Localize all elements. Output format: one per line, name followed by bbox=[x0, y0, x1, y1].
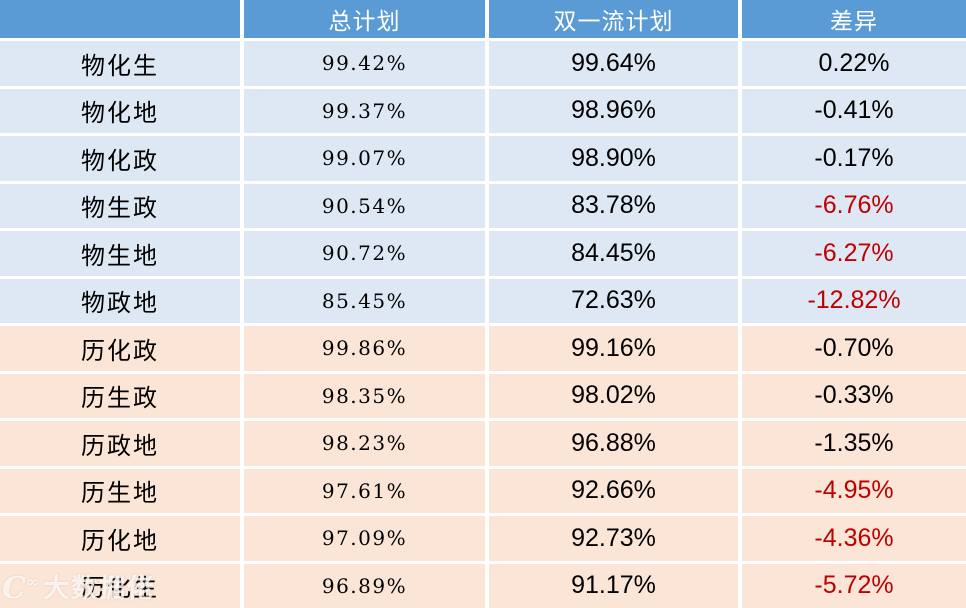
subject-combo-label: 物化生 bbox=[0, 41, 240, 86]
first-class-plan-value: 98.90% bbox=[489, 136, 738, 181]
subject-combo-label: 历政地 bbox=[0, 421, 240, 466]
subject-combo-label: 历化生 bbox=[0, 563, 240, 608]
total-plan-value: 90.54% bbox=[244, 183, 485, 228]
subject-combo-label: 历生政 bbox=[0, 373, 240, 418]
subject-combo-label: 物化政 bbox=[0, 136, 240, 181]
first-class-plan-value: 99.64% bbox=[489, 41, 738, 86]
first-class-plan-value: 92.66% bbox=[489, 468, 738, 513]
total-plan-value: 90.72% bbox=[244, 231, 485, 276]
diff-value: -12.82% bbox=[742, 278, 966, 323]
header-total-plan: 总计划 bbox=[244, 0, 485, 38]
first-class-plan-value: 98.96% bbox=[489, 88, 738, 133]
first-class-plan-value: 96.88% bbox=[489, 421, 738, 466]
diff-value: 0.22% bbox=[742, 41, 966, 86]
header-subject-combo bbox=[0, 0, 240, 38]
subject-combo-label: 物化地 bbox=[0, 88, 240, 133]
diff-value: -6.76% bbox=[742, 183, 966, 228]
total-plan-value: 97.09% bbox=[244, 516, 485, 561]
subject-combo-label: 历化地 bbox=[0, 516, 240, 561]
total-plan-value: 99.07% bbox=[244, 136, 485, 181]
diff-value: -0.33% bbox=[742, 373, 966, 418]
subject-combo-label: 历化政 bbox=[0, 326, 240, 371]
diff-value: -0.70% bbox=[742, 326, 966, 371]
diff-value: -1.35% bbox=[742, 421, 966, 466]
first-class-plan-value: 99.16% bbox=[489, 326, 738, 371]
total-plan-value: 85.45% bbox=[244, 278, 485, 323]
diff-value: -0.17% bbox=[742, 136, 966, 181]
diff-value: -5.72% bbox=[742, 563, 966, 608]
subject-combo-label: 物生地 bbox=[0, 231, 240, 276]
total-plan-value: 98.35% bbox=[244, 373, 485, 418]
first-class-plan-value: 72.63% bbox=[489, 278, 738, 323]
header-first-class-plan: 双一流计划 bbox=[489, 0, 738, 38]
diff-value: -6.27% bbox=[742, 231, 966, 276]
first-class-plan-value: 98.02% bbox=[489, 373, 738, 418]
first-class-plan-value: 92.73% bbox=[489, 516, 738, 561]
total-plan-value: 97.61% bbox=[244, 468, 485, 513]
diff-value: -4.95% bbox=[742, 468, 966, 513]
total-plan-value: 99.86% bbox=[244, 326, 485, 371]
total-plan-value: 96.89% bbox=[244, 563, 485, 608]
first-class-plan-value: 83.78% bbox=[489, 183, 738, 228]
diff-value: -0.41% bbox=[742, 88, 966, 133]
total-plan-value: 98.23% bbox=[244, 421, 485, 466]
total-plan-value: 99.42% bbox=[244, 41, 485, 86]
subject-combo-label: 物生政 bbox=[0, 183, 240, 228]
diff-value: -4.36% bbox=[742, 516, 966, 561]
header-diff: 差异 bbox=[742, 0, 966, 38]
total-plan-value: 99.37% bbox=[244, 88, 485, 133]
first-class-plan-value: 84.45% bbox=[489, 231, 738, 276]
subject-combo-label: 历生地 bbox=[0, 468, 240, 513]
first-class-plan-value: 91.17% bbox=[489, 563, 738, 608]
subject-combo-label: 物政地 bbox=[0, 278, 240, 323]
